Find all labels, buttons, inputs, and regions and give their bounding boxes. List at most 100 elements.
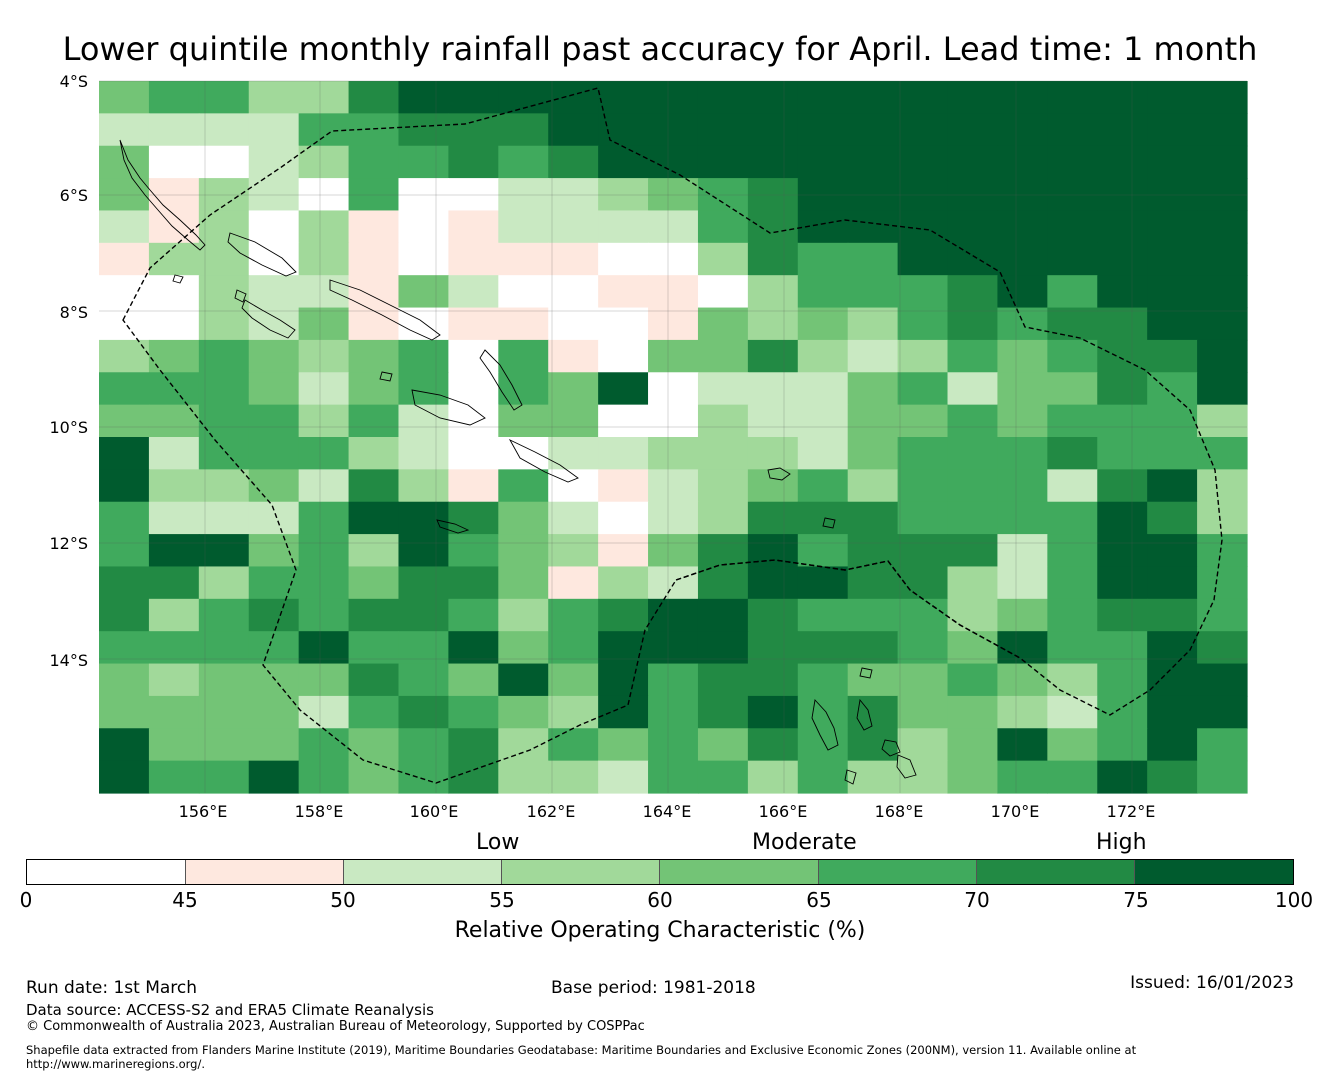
grid-cell bbox=[1097, 242, 1148, 276]
coastline-small-3 bbox=[379, 371, 393, 382]
lat-label: 4°S bbox=[59, 72, 88, 91]
grid-cell bbox=[99, 728, 150, 762]
grid-cell bbox=[348, 113, 400, 147]
grid-cell bbox=[398, 81, 449, 114]
grid-cell bbox=[947, 501, 999, 535]
grid-cell bbox=[847, 695, 899, 729]
grid-cell bbox=[448, 275, 499, 309]
grid-cell bbox=[198, 404, 250, 438]
grid-cell bbox=[99, 663, 150, 697]
grid-cell bbox=[697, 598, 749, 632]
grid-cell bbox=[99, 695, 150, 729]
grid-cell bbox=[498, 534, 549, 568]
grid-cell bbox=[747, 437, 799, 470]
grid-cell bbox=[897, 210, 949, 244]
grid-cell bbox=[997, 178, 1048, 212]
grid-cell bbox=[1147, 81, 1198, 114]
grid-cell bbox=[648, 437, 699, 470]
grid-cell bbox=[398, 113, 449, 147]
grid-cell bbox=[797, 501, 849, 535]
colorbar-segment bbox=[660, 860, 819, 884]
grid-cell bbox=[897, 339, 949, 373]
grid-cell bbox=[198, 242, 250, 276]
grid-cell bbox=[148, 372, 200, 406]
grid-cell bbox=[1047, 113, 1098, 147]
grid-cell bbox=[448, 404, 499, 438]
grid-cell bbox=[747, 210, 799, 244]
lon-label: 170°E bbox=[990, 802, 1040, 821]
grid-cell bbox=[797, 631, 849, 665]
grid-cell bbox=[498, 145, 549, 179]
grid-cell bbox=[747, 469, 799, 503]
colorbar-segment bbox=[27, 860, 186, 884]
grid-cell bbox=[348, 728, 400, 762]
grid-cell bbox=[448, 598, 499, 632]
grid-cell bbox=[298, 404, 350, 438]
grid-cell bbox=[997, 81, 1048, 114]
grid-cell bbox=[448, 145, 499, 179]
grid-cell bbox=[997, 631, 1048, 665]
grid-cell bbox=[1097, 437, 1148, 470]
grid-cell bbox=[747, 566, 799, 600]
grid-cell bbox=[598, 275, 649, 309]
grid-cell bbox=[548, 404, 599, 438]
grid-cell bbox=[947, 566, 999, 600]
shapefile-credit: Shapefile data extracted from Flanders M… bbox=[26, 1043, 1137, 1057]
shapefile-url[interactable]: http://www.marineregions.org/. bbox=[26, 1057, 205, 1071]
eez-boundary-vanuatu-north bbox=[675, 559, 1021, 659]
grid-cell bbox=[198, 81, 250, 114]
grid-cell bbox=[1047, 178, 1098, 212]
grid-cell bbox=[1097, 372, 1148, 406]
grid-cell bbox=[448, 631, 499, 665]
grid-cell bbox=[797, 760, 849, 794]
grid-cell bbox=[348, 242, 400, 276]
coastline-guadalcanal bbox=[411, 389, 486, 426]
colorbar-tick: 55 bbox=[489, 888, 515, 912]
grid-cell bbox=[697, 663, 749, 697]
grid-cell bbox=[99, 404, 150, 438]
coastline-malakula bbox=[856, 698, 873, 731]
grid-cell bbox=[1097, 339, 1148, 373]
lat-label: 8°S bbox=[59, 303, 88, 322]
grid-cell bbox=[598, 372, 649, 406]
grid-cell bbox=[548, 242, 599, 276]
grid-cell bbox=[198, 339, 250, 373]
grid-cell bbox=[498, 728, 549, 762]
grid-cell bbox=[1047, 695, 1098, 729]
grid-cell bbox=[448, 566, 499, 600]
colorbar-segment bbox=[976, 860, 1136, 884]
coastline-erromango bbox=[896, 754, 917, 779]
grid-cell bbox=[1197, 501, 1248, 535]
lon-label: 172°E bbox=[1106, 802, 1156, 821]
grid-cell bbox=[1047, 631, 1098, 665]
grid-cell bbox=[897, 566, 949, 600]
colorbar-tick: 0 bbox=[19, 888, 33, 912]
grid-cell bbox=[1147, 760, 1198, 794]
colorbar bbox=[26, 859, 1294, 885]
grid-cell bbox=[797, 728, 849, 762]
grid-cell bbox=[1047, 210, 1098, 244]
coastline-efate bbox=[881, 739, 901, 757]
grid-cell bbox=[348, 145, 400, 179]
grid-cell bbox=[648, 534, 699, 568]
grid-cell bbox=[598, 728, 649, 762]
grid-cell bbox=[697, 210, 749, 244]
grid-cell bbox=[1047, 469, 1098, 503]
grid-cell bbox=[398, 469, 449, 503]
grid-cell bbox=[198, 760, 250, 794]
category-low: Low bbox=[476, 830, 520, 855]
grid-cell bbox=[498, 437, 549, 470]
grid-cell bbox=[448, 469, 499, 503]
grid-cell bbox=[648, 275, 699, 309]
grid-cell bbox=[1197, 534, 1248, 568]
grid-cell bbox=[997, 372, 1048, 406]
grid-cell bbox=[598, 339, 649, 373]
coastline-santa-isabel bbox=[329, 279, 441, 341]
grid-cell bbox=[797, 307, 849, 341]
grid-cell bbox=[448, 534, 499, 568]
grid-cell bbox=[697, 404, 749, 438]
grid-cell bbox=[148, 501, 200, 535]
grid-cell bbox=[148, 210, 200, 244]
grid-cell bbox=[99, 501, 150, 535]
